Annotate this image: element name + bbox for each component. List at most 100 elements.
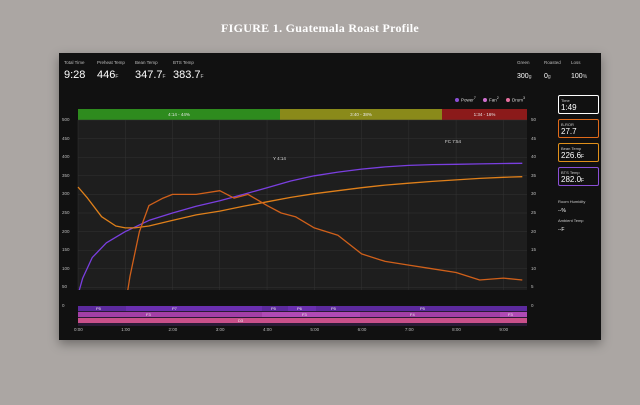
stat-label: Loss bbox=[571, 60, 581, 65]
power-bar-segment: P7 bbox=[126, 306, 262, 311]
bar-label: F3 bbox=[302, 312, 307, 317]
stat-loss: Loss 100% bbox=[571, 60, 587, 83]
stat-label: Green bbox=[517, 60, 530, 65]
y-tick-label-left: 50 bbox=[62, 284, 68, 290]
legend-power: Power7 bbox=[455, 96, 476, 103]
plot-area bbox=[78, 120, 527, 290]
stat-unit: g bbox=[528, 74, 532, 80]
side-bts-box: BTS Temp 282.0F bbox=[558, 167, 599, 186]
bar-label: F3 bbox=[146, 312, 151, 317]
legend-fan: Fan2 bbox=[483, 96, 499, 103]
bar-label: P5 bbox=[96, 306, 101, 311]
phase-development: 1:34 - 16% bbox=[442, 109, 527, 120]
stat-bts-temp: BTS Temp 383.7F bbox=[173, 60, 204, 83]
y-tick-label-right: 10 bbox=[531, 265, 537, 271]
legend-drum: Drum3 bbox=[506, 96, 525, 103]
stat-green: Green 300g bbox=[517, 60, 531, 83]
x-tick-label: 9:00 bbox=[499, 327, 509, 332]
stat-value: 300 bbox=[517, 73, 529, 80]
stat-unit: g bbox=[547, 74, 551, 80]
bar-label: P5 bbox=[271, 306, 276, 311]
power-bar-segment: P5 bbox=[316, 306, 360, 311]
stat-value: 446 bbox=[97, 69, 116, 81]
bar-label: D3 bbox=[238, 318, 244, 323]
roast-chart bbox=[77, 119, 527, 290]
power-bar-segment: P5 bbox=[262, 306, 288, 311]
power-bar-segment: P6 bbox=[288, 306, 316, 311]
fan-bar-segment: F3 bbox=[262, 312, 360, 317]
side-ror-box: B-ROR 27.7 bbox=[558, 119, 599, 138]
fan-bar-segment: F4 bbox=[360, 312, 500, 317]
y-tick-label-left: 450 bbox=[62, 135, 70, 141]
side-value: 27.7 bbox=[561, 127, 577, 136]
stat-total-time: Total Time 9:28 bbox=[64, 60, 85, 83]
legend-label: Power bbox=[461, 97, 474, 103]
y-tick-label-right: 45 bbox=[531, 135, 537, 141]
series-line-b-ror bbox=[127, 190, 523, 290]
fan-bar-segment: F3 bbox=[500, 312, 527, 317]
stat-value: 383.7 bbox=[173, 69, 201, 81]
side-time-box: Time 1:49 bbox=[558, 95, 599, 114]
stat-unit: % bbox=[582, 74, 588, 80]
legend-sup: 2 bbox=[496, 96, 499, 100]
control-bars: P5 P7 P5 P6 P5 P5 F3 F3 F4 F3 D3 bbox=[78, 306, 527, 326]
annotation-yellow: Y 4:14 bbox=[273, 156, 286, 161]
room-humidity-label: Room Humidity bbox=[558, 199, 586, 204]
y-tick-label-left: 500 bbox=[62, 117, 70, 122]
x-tick-label: 3:00 bbox=[215, 327, 225, 332]
phase-maillard: 3:40 - 38% bbox=[280, 109, 442, 120]
y-tick-label-left: 350 bbox=[62, 172, 70, 178]
x-tick-label: 4:00 bbox=[263, 327, 272, 332]
stat-unit: F bbox=[200, 74, 204, 80]
top-stats-bar: Total Time 9:28 Preheat Temp 446F Bean T… bbox=[59, 53, 601, 89]
side-number: 226.6 bbox=[561, 151, 582, 160]
stat-label: Preheat Temp bbox=[97, 60, 125, 65]
y-tick-label-right: 20 bbox=[531, 228, 537, 234]
side-label: B-ROR bbox=[561, 122, 574, 127]
y-tick-label-right: 15 bbox=[531, 247, 537, 253]
drum-bar-segment: D3 bbox=[78, 318, 527, 323]
stat-value: 347.7 bbox=[135, 69, 163, 81]
curves bbox=[77, 162, 523, 290]
stat-label: BTS Temp bbox=[173, 60, 194, 65]
y-tick-label-left: 250 bbox=[62, 210, 70, 215]
side-value: 1:49 bbox=[561, 103, 577, 112]
annotation-first-crack: FC 7:54 bbox=[445, 139, 462, 144]
stat-bean-temp: Bean Temp 347.7F bbox=[135, 60, 166, 83]
y-tick-label-left: 400 bbox=[62, 154, 70, 160]
x-tick-label: 8:00 bbox=[452, 327, 461, 332]
x-tick-label: 6:00 bbox=[357, 327, 367, 332]
y-tick-label-left: 100 bbox=[62, 265, 70, 271]
y-tick-label-right: 35 bbox=[531, 172, 537, 178]
stat-label: Roasted bbox=[544, 60, 561, 65]
legend-sup: 7 bbox=[473, 96, 476, 100]
side-label: BTS Temp bbox=[561, 170, 580, 175]
bar-label: F4 bbox=[410, 312, 415, 317]
stat-roasted: Roasted 0g bbox=[544, 60, 561, 83]
roaster-screen: Total Time 9:28 Preheat Temp 446F Bean T… bbox=[59, 53, 601, 340]
series-line-bean-temp bbox=[77, 176, 523, 229]
y-tick-label-right: 0 bbox=[531, 303, 534, 308]
bar-label: P5 bbox=[331, 306, 336, 311]
x-tick-label: 5:00 bbox=[310, 327, 320, 332]
legend-label: Fan bbox=[489, 97, 497, 103]
figure-title: FIGURE 1. Guatemala Roast Profile bbox=[221, 21, 419, 35]
side-label: Bean Temp bbox=[561, 146, 582, 151]
bar-label: F3 bbox=[508, 312, 513, 317]
x-tick-label: 7:00 bbox=[404, 327, 414, 332]
ambient-temp-value: --F bbox=[558, 227, 565, 233]
series-line-bts-temp bbox=[78, 162, 523, 290]
side-value: 282.0F bbox=[559, 175, 598, 184]
x-tick-label: 0:00 bbox=[74, 327, 83, 332]
side-value: 226.6F bbox=[559, 151, 598, 160]
stat-label: Total Time bbox=[64, 60, 85, 65]
y-tick-label-right: 50 bbox=[531, 117, 537, 122]
bar-label: P5 bbox=[420, 306, 425, 311]
side-number: 282.0 bbox=[561, 175, 582, 184]
stat-unit: F bbox=[115, 74, 119, 80]
phase-drying: 4:14 - 44% bbox=[78, 109, 280, 120]
y-tick-label-right: 40 bbox=[531, 154, 537, 160]
y-tick-label-left: 0 bbox=[62, 303, 65, 308]
legend-sup: 3 bbox=[523, 96, 526, 100]
power-bar-segment: P5 bbox=[360, 306, 527, 311]
